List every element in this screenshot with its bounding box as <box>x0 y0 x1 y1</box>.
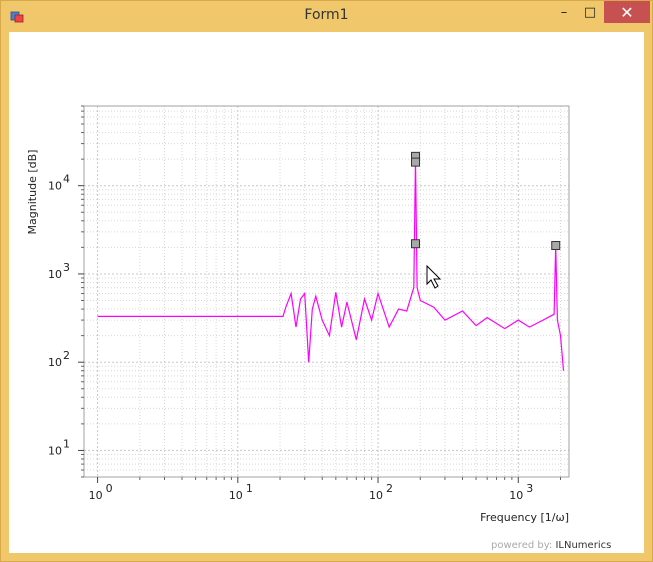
minor-grid <box>84 105 569 478</box>
major-grid <box>84 106 569 477</box>
window-title: Form1 <box>304 7 349 23</box>
y-axis-label: Magnitude [dB] <box>26 150 39 235</box>
minimize-button[interactable]: – <box>560 4 568 20</box>
cursor-pointer <box>426 264 442 289</box>
watermark-brand: ILNumerics <box>555 540 612 551</box>
x-tick-label: 10 <box>509 489 523 502</box>
maximize-button[interactable]: □ <box>583 4 597 20</box>
y-tick-exponent: 1 <box>63 437 70 450</box>
y-tick-exponent: 3 <box>63 261 70 274</box>
x-tick-label: 10 <box>89 489 103 502</box>
x-tick-label: 10 <box>369 489 383 502</box>
peak-marker[interactable] <box>411 157 421 167</box>
peak-marker[interactable] <box>551 241 561 251</box>
y-tick-label: 10 <box>48 444 62 457</box>
watermark-prefix: powered by: <box>491 540 553 551</box>
plot-frame <box>83 105 570 478</box>
y-tick-label: 10 <box>48 180 62 193</box>
series-group <box>97 159 565 371</box>
markers-group[interactable] <box>411 151 561 251</box>
x-tick-exponent: 0 <box>106 482 113 495</box>
title-bar[interactable]: Form1 – □ ✕ <box>1 1 652 32</box>
x-tick-label: 10 <box>229 489 243 502</box>
x-tick-exponent: 1 <box>246 482 253 495</box>
watermark: powered by: ILNumerics <box>491 540 611 551</box>
x-tick-exponent: 3 <box>526 482 533 495</box>
peak-marker[interactable] <box>411 239 421 249</box>
axis-ticks <box>78 105 561 483</box>
client-area: 10 0 10 1 10 2 10 3 10 1 10 2 10 3 10 4 Frequency [1/ω… <box>9 32 644 553</box>
close-button[interactable]: ✕ <box>604 1 650 23</box>
y-tick-exponent: 2 <box>63 349 70 362</box>
app-icon <box>10 11 24 23</box>
x-tick-exponent: 2 <box>386 482 393 495</box>
x-axis-label: Frequency [1/ω] <box>480 511 569 524</box>
y-tick-exponent: 4 <box>63 173 70 186</box>
y-tick-label: 10 <box>48 268 62 281</box>
y-tick-label: 10 <box>48 356 62 369</box>
series-line <box>97 159 565 371</box>
